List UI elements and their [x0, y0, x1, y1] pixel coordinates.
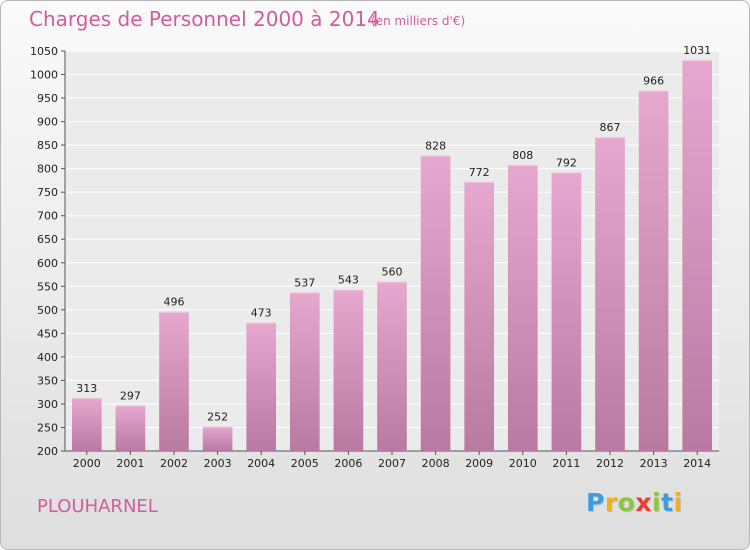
bar-value-label: 543: [338, 274, 359, 287]
y-tick-label: 850: [37, 139, 58, 152]
y-tick-label: 550: [37, 280, 58, 293]
bar: [159, 311, 189, 451]
x-tick-label: 2014: [683, 457, 711, 470]
y-tick-label: 950: [37, 92, 58, 105]
bar: [638, 90, 669, 451]
x-tick-label: 2010: [509, 457, 537, 470]
y-tick-label: 450: [37, 327, 58, 340]
logo-letter: i: [652, 488, 662, 517]
y-tick-label: 650: [37, 233, 58, 246]
bar-value-label: 496: [164, 296, 185, 309]
bar-value-label: 537: [294, 276, 315, 289]
bar-value-label: 252: [207, 411, 228, 424]
bar: [289, 292, 320, 451]
bar: [71, 397, 102, 451]
bar-value-label: 808: [512, 149, 533, 162]
y-tick-label: 750: [37, 186, 58, 199]
bar: [333, 289, 364, 451]
bar-value-label: 792: [556, 156, 577, 169]
logo-letter: r: [604, 488, 618, 517]
y-tick-label: 1050: [30, 45, 58, 58]
logo-letter: x: [635, 488, 652, 517]
logo-letter: t: [661, 488, 674, 517]
x-tick-label: 2003: [204, 457, 232, 470]
x-tick-label: 2012: [596, 457, 624, 470]
x-tick-label: 2002: [160, 457, 188, 470]
x-tick-label: 2013: [640, 457, 668, 470]
bar: [420, 155, 451, 451]
x-tick-label: 2004: [247, 457, 275, 470]
x-tick-label: 2005: [291, 457, 319, 470]
y-tick-label: 250: [37, 421, 58, 434]
logo-letter: o: [617, 488, 636, 517]
bar-value-label: 772: [469, 166, 490, 179]
bar-value-label: 966: [643, 75, 664, 88]
bar-value-label: 473: [251, 307, 272, 320]
y-tick-label: 500: [37, 304, 58, 317]
bar-value-label: 867: [600, 121, 621, 134]
x-tick-label: 2001: [116, 457, 144, 470]
chart-subtitle: (en milliers d'€): [371, 14, 466, 28]
bar-value-label: 1031: [683, 44, 711, 57]
bar: [115, 405, 146, 451]
bar: [377, 281, 407, 451]
bar: [507, 164, 538, 451]
x-tick-label: 2008: [422, 457, 450, 470]
x-tick-label: 2011: [552, 457, 580, 470]
logo-letter: i: [673, 488, 683, 517]
bar: [246, 322, 277, 451]
bar-value-label: 297: [120, 389, 141, 402]
bar-value-label: 313: [76, 382, 97, 395]
chart-title: Charges de Personnel 2000 à 2014: [29, 7, 380, 31]
commune-name: PLOUHARNEL: [37, 496, 158, 517]
y-tick-label: 400: [37, 351, 58, 364]
bar-value-label: 560: [382, 266, 403, 279]
x-tick-label: 2006: [334, 457, 362, 470]
y-tick-label: 350: [37, 374, 58, 387]
x-tick-label: 2007: [378, 457, 406, 470]
bar: [202, 426, 233, 451]
y-tick-label: 700: [37, 210, 58, 223]
y-tick-label: 1000: [30, 69, 58, 82]
y-tick-label: 800: [37, 163, 58, 176]
bar: [464, 181, 495, 451]
proxiti-logo: Proxiti: [586, 488, 683, 517]
logo-letter: P: [586, 488, 605, 517]
bar: [551, 172, 582, 452]
bar: [682, 59, 713, 452]
y-tick-label: 900: [37, 116, 58, 129]
bar-value-label: 828: [425, 139, 446, 152]
x-tick-label: 2009: [465, 457, 493, 470]
y-tick-label: 200: [37, 445, 58, 458]
y-tick-label: 300: [37, 398, 58, 411]
y-tick-label: 600: [37, 257, 58, 270]
x-tick-label: 2000: [73, 457, 101, 470]
bar: [595, 137, 625, 451]
